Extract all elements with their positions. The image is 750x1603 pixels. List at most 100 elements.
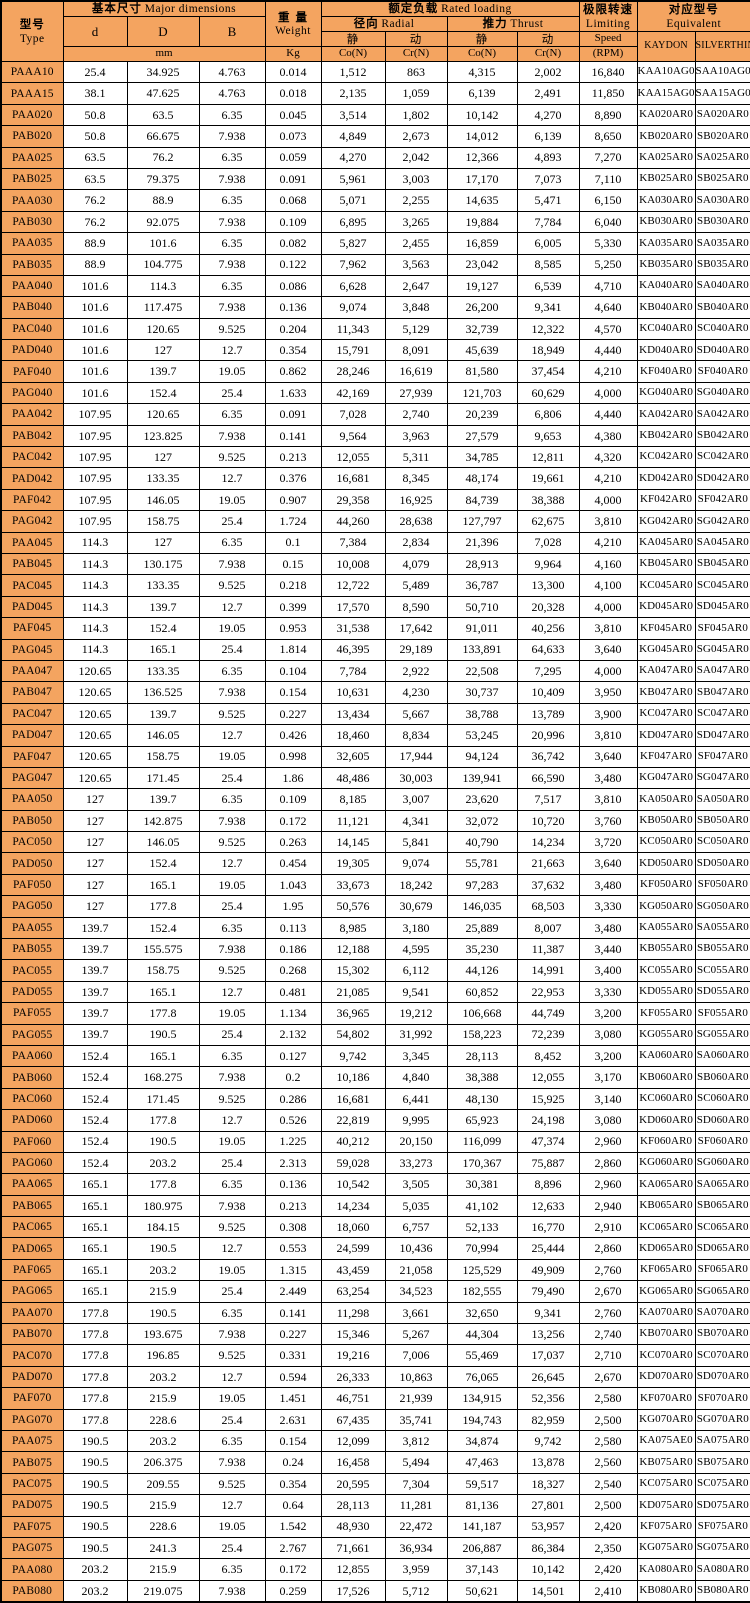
cell-type: PAD040 <box>0 339 64 362</box>
unit-speed: (RPM) <box>578 46 638 62</box>
header-equivalent-en: Equivalent <box>666 17 722 30</box>
cell-radial_cr: 3,003 <box>384 167 448 191</box>
cell-d: 177.8 <box>62 1365 128 1389</box>
cell-kaydon: KA050AR0 <box>636 788 696 811</box>
cell-d: 177.8 <box>62 1344 128 1367</box>
cell-thrust_cr: 8,585 <box>516 253 580 276</box>
cell-silverthin: SAA10AG0 <box>694 60 750 84</box>
cell-speed: 3,330 <box>578 895 638 918</box>
unit-radial-static: Co(N) <box>320 46 386 62</box>
cell-speed: 5,330 <box>578 232 638 255</box>
table-row: PAA045 114.3 127 6.35 0.1 7,384 2,834 21,396 7,0… <box>0 531 750 554</box>
cell-silverthin: SF045AR0 <box>694 617 750 640</box>
cell-radial_co: 10,631 <box>320 681 386 704</box>
cell-speed: 2,410 <box>578 1579 638 1603</box>
cell-weight: 0.172 <box>264 1558 322 1581</box>
cell-silverthin: SC045AR0 <box>694 574 750 597</box>
cell-radial_co: 43,459 <box>320 1258 386 1282</box>
table-row: PAA047 120.65 133.35 6.35 0.104 7,784 2,922 22,… <box>0 659 750 683</box>
cell-B: 19.05 <box>198 1258 266 1282</box>
cell-type: PAG055 <box>0 1023 64 1046</box>
cell-d: 152.4 <box>62 1087 128 1111</box>
cell-kaydon: KC075AR0 <box>636 1472 696 1496</box>
header-rated-loading-en: Rated loading <box>441 3 512 16</box>
cell-thrust_co: 30,381 <box>446 1173 518 1196</box>
table-row: PAF055 139.7 177.8 19.05 1.134 36,965 19,212 10… <box>0 1002 750 1025</box>
cell-thrust_cr: 18,949 <box>516 339 580 362</box>
cell-speed: 3,480 <box>578 916 638 940</box>
cell-B: 19.05 <box>198 617 266 640</box>
cell-thrust_cr: 20,328 <box>516 595 580 619</box>
cell-silverthin: SF075AR0 <box>694 1515 750 1538</box>
cell-weight: 0.141 <box>264 1301 322 1325</box>
cell-thrust_co: 6,139 <box>446 82 518 105</box>
cell-type: PAA045 <box>0 531 64 554</box>
table-row: PAA070 177.8 190.5 6.35 0.141 11,298 3,661 32,6… <box>0 1301 750 1325</box>
cell-radial_cr: 5,489 <box>384 574 448 597</box>
table-row: PAG045 114.3 165.1 25.4 1.814 46,395 29,189 133… <box>0 638 750 661</box>
cell-thrust_cr: 26,645 <box>516 1365 580 1389</box>
cell-radial_cr: 7,304 <box>384 1472 448 1496</box>
cell-thrust_cr: 9,341 <box>516 1301 580 1325</box>
header-radial-cn: 径向 <box>353 16 379 31</box>
cell-silverthin: SA042AR0 <box>694 403 750 426</box>
cell-weight: 2.631 <box>264 1408 322 1432</box>
table-row: PAD075 190.5 215.9 12.7 0.64 28,113 11,281 81,1… <box>0 1494 750 1517</box>
cell-thrust_co: 182,555 <box>446 1280 518 1303</box>
cell-D: 171.45 <box>126 1087 200 1111</box>
header-limiting-speed-en2: Speed <box>578 31 638 47</box>
cell-thrust_cr: 7,295 <box>516 659 580 683</box>
cell-radial_co: 2,135 <box>320 82 386 105</box>
cell-B: 6.35 <box>198 232 266 255</box>
cell-D: 120.65 <box>126 403 200 426</box>
cell-radial_co: 33,673 <box>320 873 386 897</box>
cell-silverthin: SB020AR0 <box>694 125 750 148</box>
cell-thrust_co: 48,130 <box>446 1087 518 1111</box>
cell-type: PAD075 <box>0 1494 64 1517</box>
cell-kaydon: KC070AR0 <box>636 1344 696 1367</box>
cell-silverthin: SA070AR0 <box>694 1301 750 1325</box>
cell-D: 152.4 <box>126 381 200 405</box>
cell-radial_co: 16,681 <box>320 1087 386 1111</box>
cell-type: PAB030 <box>0 210 64 234</box>
cell-thrust_cr: 8,896 <box>516 1173 580 1196</box>
cell-thrust_co: 28,113 <box>446 1044 518 1068</box>
cell-d: 63.5 <box>62 167 128 191</box>
cell-thrust_co: 158,223 <box>446 1023 518 1046</box>
cell-speed: 4,710 <box>578 274 638 298</box>
cell-silverthin: SF070AR0 <box>694 1387 750 1410</box>
table-row: PAC055 139.7 158.75 9.525 0.268 15,302 6,112 44… <box>0 959 750 982</box>
cell-D: 127 <box>126 339 200 362</box>
cell-kaydon: KD040AR0 <box>636 339 696 362</box>
cell-D: 190.5 <box>126 1130 200 1153</box>
cell-D: 133.35 <box>126 574 200 597</box>
cell-type: PAG047 <box>0 766 64 790</box>
cell-D: 203.2 <box>126 1151 200 1175</box>
cell-thrust_cr: 9,964 <box>516 552 580 576</box>
cell-speed: 3,200 <box>578 1002 638 1025</box>
cell-B: 9.525 <box>198 1344 266 1367</box>
cell-kaydon: KA045AR0 <box>636 531 696 554</box>
cell-B: 9.525 <box>198 574 266 597</box>
cell-type: PAC045 <box>0 574 64 597</box>
cell-kaydon: KF070AR0 <box>636 1387 696 1410</box>
cell-B: 25.4 <box>198 510 266 533</box>
cell-thrust_cr: 24,198 <box>516 1109 580 1132</box>
header-major-dimensions: 基本尺寸 Major dimensions <box>62 0 266 17</box>
cell-radial_co: 5,961 <box>320 167 386 191</box>
cell-weight: 0.907 <box>264 488 322 512</box>
cell-weight: 0.227 <box>264 702 322 726</box>
cell-silverthin: SG055AR0 <box>694 1023 750 1046</box>
cell-radial_co: 46,395 <box>320 638 386 661</box>
cell-kaydon: KA030AR0 <box>636 189 696 212</box>
cell-silverthin: SD040AR0 <box>694 339 750 362</box>
cell-d: 50.8 <box>62 103 128 127</box>
cell-silverthin: SB040AR0 <box>694 296 750 319</box>
cell-radial_co: 59,028 <box>320 1151 386 1175</box>
cell-D: 177.8 <box>126 895 200 918</box>
cell-B: 25.4 <box>198 1151 266 1175</box>
cell-B: 19.05 <box>198 1130 266 1153</box>
cell-silverthin: SG065AR0 <box>694 1280 750 1303</box>
cell-weight: 1.86 <box>264 766 322 790</box>
table-row: PAB045 114.3 130.175 7.938 0.15 10,008 4,079 28… <box>0 552 750 576</box>
